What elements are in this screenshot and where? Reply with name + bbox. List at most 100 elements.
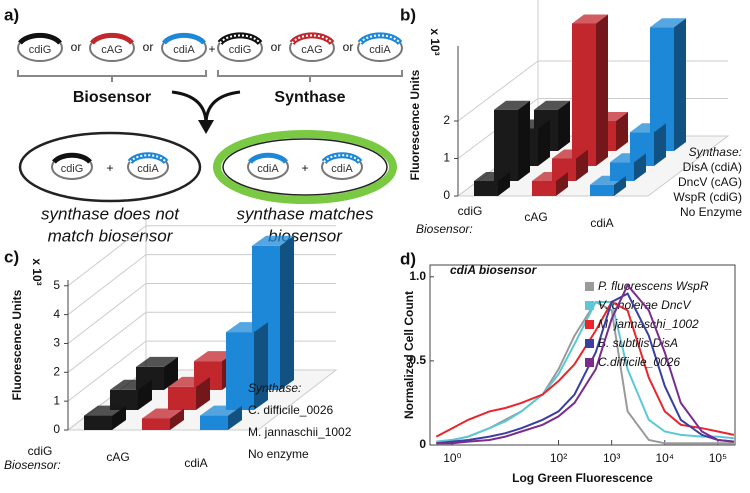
- bar: [474, 172, 510, 196]
- bar-side: [558, 100, 570, 151]
- or: or: [343, 40, 354, 54]
- y-tick-label: 4: [53, 307, 60, 321]
- bar-front: [532, 181, 556, 196]
- bar: [226, 322, 268, 410]
- x-tick-label: 10⁰: [443, 451, 461, 465]
- bar-front: [168, 386, 196, 410]
- category-title: Biosensor:: [416, 222, 473, 236]
- legend-label: B. subtilis DisA: [598, 336, 678, 350]
- bar: [168, 376, 210, 410]
- bar: [572, 14, 608, 166]
- bar-side: [138, 379, 152, 410]
- bar-front: [142, 418, 170, 430]
- bar-top: [168, 376, 210, 387]
- bar-top: [136, 356, 178, 367]
- y-unit: x 10³: [428, 28, 442, 55]
- or: or: [271, 40, 282, 54]
- plasmid: [51, 152, 93, 180]
- row-label: M. jannaschii_1002: [248, 425, 352, 439]
- plasmid: [321, 152, 363, 180]
- row-label: No enzyme: [248, 447, 309, 461]
- bar-top: [194, 351, 236, 362]
- bar-top: [142, 408, 184, 419]
- biosensor-title: Biosensor: [73, 89, 151, 106]
- bar-side: [170, 408, 184, 430]
- bar-top: [252, 235, 294, 246]
- panel-label: b): [400, 5, 416, 24]
- bracket: [17, 70, 207, 82]
- bar-side: [576, 149, 588, 181]
- plasmid: [17, 32, 63, 62]
- y-tick-label: 0: [53, 422, 60, 436]
- legend-swatch: [585, 339, 594, 348]
- caption: synthase matches: [236, 204, 374, 223]
- grid-line: [67, 254, 336, 316]
- x-tick-label: 10³: [603, 451, 620, 465]
- bar-top: [590, 175, 626, 185]
- plasmid: [161, 32, 207, 62]
- bar-top: [534, 100, 570, 110]
- bar: [494, 100, 530, 181]
- y-tick-label: 1: [443, 151, 450, 165]
- bar-side: [654, 123, 666, 166]
- plasmid: [289, 32, 335, 62]
- or: or: [71, 40, 82, 54]
- bracket: [217, 70, 403, 82]
- legend-swatch: [585, 282, 594, 291]
- plasmid-label: cdiA: [137, 163, 159, 175]
- y-tick-label: 3: [53, 336, 60, 350]
- bar-top: [552, 149, 588, 159]
- series-title: Synthase:: [689, 145, 742, 159]
- bar-top: [200, 405, 242, 416]
- plasmid: [127, 152, 169, 180]
- y-tick-label: 5: [53, 278, 60, 292]
- bar-front: [110, 389, 138, 410]
- category-label: cdiG: [28, 444, 53, 458]
- category-label: cdiA: [184, 456, 207, 470]
- plasmid-label: cdiG: [229, 44, 252, 56]
- x-tick-label: 10⁴: [656, 451, 675, 465]
- bar-side: [254, 322, 268, 410]
- plus: +: [301, 161, 308, 175]
- cell-membrane: [222, 138, 388, 196]
- y-tick-label: 2: [53, 364, 60, 378]
- bar-top: [650, 18, 686, 28]
- x-tick-label: 10⁵: [709, 451, 727, 465]
- panel-label: c): [4, 247, 19, 266]
- bar-front: [494, 109, 518, 181]
- bar-side: [164, 356, 178, 390]
- plasmid-label: cdiA: [369, 44, 391, 56]
- y-label: Fluorescence Units: [408, 69, 422, 180]
- bar-side: [518, 100, 530, 181]
- category-label: cdiA: [590, 216, 613, 230]
- y-tick-label: 0.5: [409, 353, 426, 367]
- plasmid-label: cdiA: [331, 163, 353, 175]
- bar-side: [538, 119, 550, 166]
- y-tick-label: 0: [419, 437, 426, 451]
- plasmid-label: cdiG: [61, 163, 84, 175]
- cell: [18, 131, 202, 203]
- plasmid: [89, 32, 135, 62]
- x-tick-label: 10²: [550, 451, 567, 465]
- row-label: DncV (cAG): [678, 175, 742, 189]
- bar-side: [596, 14, 608, 166]
- bar-side: [556, 172, 568, 196]
- bar-top: [630, 123, 666, 133]
- category-label: cAG: [106, 450, 129, 464]
- legend-label: P. fluorescens WspR: [598, 279, 709, 293]
- plus: +: [208, 42, 215, 56]
- row-label: WspR (cdiG): [673, 190, 742, 204]
- y-tick-label: 0: [443, 188, 450, 202]
- grid-line: [67, 282, 336, 344]
- cell: [213, 130, 397, 204]
- category-label: cdiG: [458, 204, 483, 218]
- y-label: Fluorescence Units: [10, 289, 24, 400]
- bar-top: [474, 172, 510, 181]
- arrow: [171, 90, 241, 125]
- row-label: DisA (cdiA): [683, 160, 742, 174]
- plasmid: [247, 152, 289, 180]
- bar-top: [494, 100, 530, 110]
- bar-top: [84, 405, 126, 416]
- series-title: Synthase:: [248, 381, 301, 395]
- bar-side: [112, 405, 126, 430]
